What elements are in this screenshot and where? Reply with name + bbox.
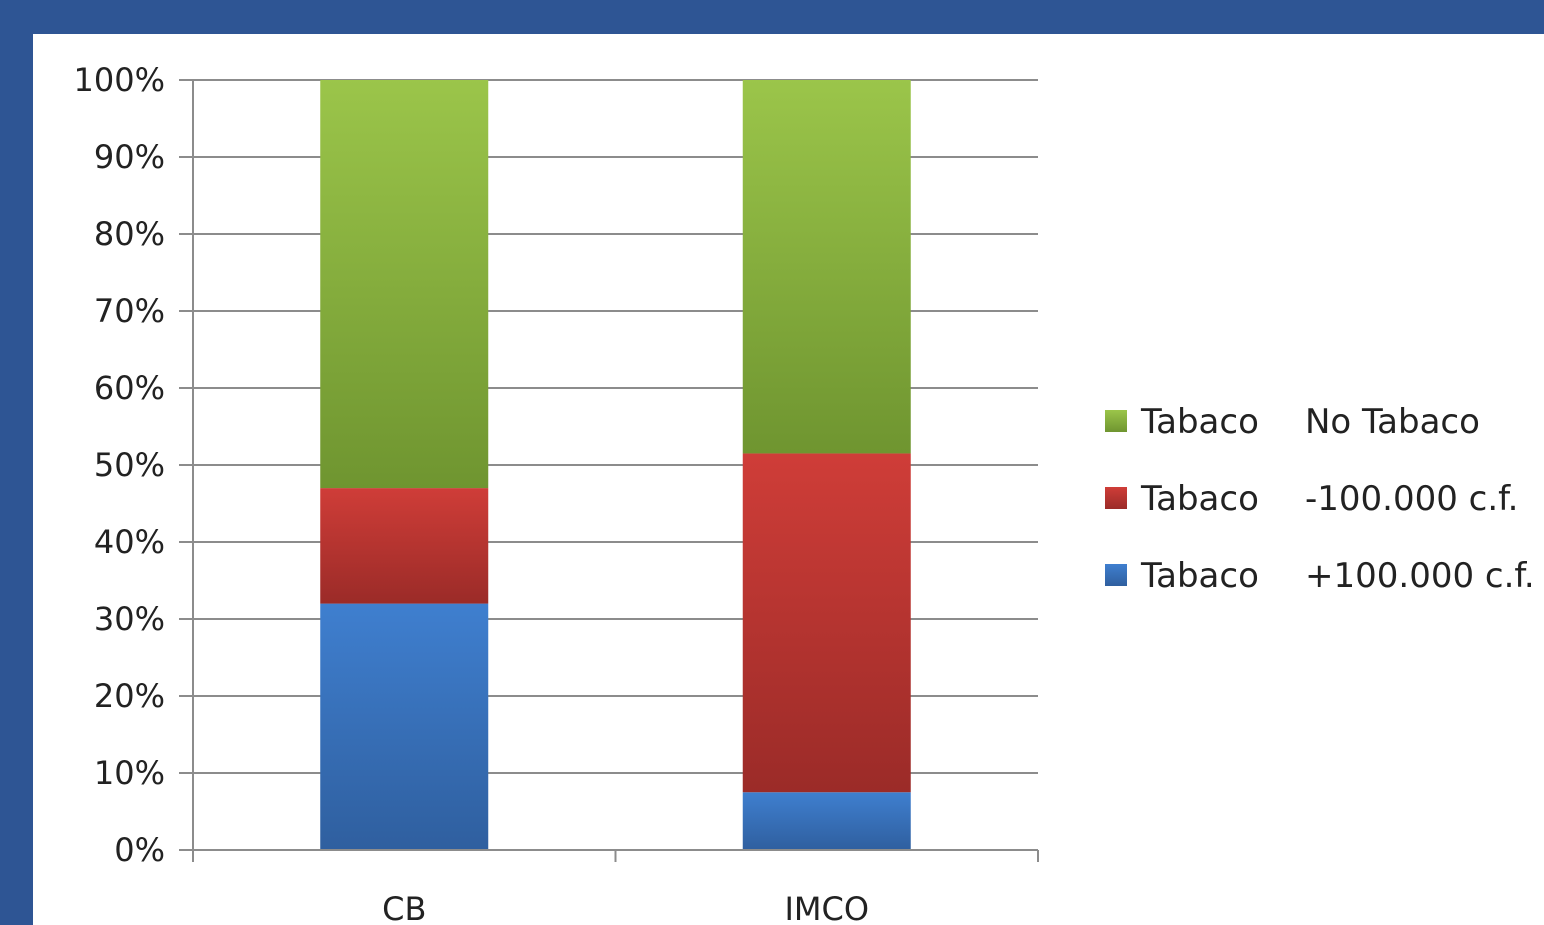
bar-segment xyxy=(320,603,489,850)
y-tick-label: 10% xyxy=(94,754,165,792)
legend-label: No Tabaco xyxy=(1305,402,1480,442)
bar-segment xyxy=(320,488,489,604)
legend-label: +100.000 c.f. xyxy=(1305,556,1535,596)
legend-swatch xyxy=(1105,564,1127,586)
y-tick-label: 30% xyxy=(94,600,165,638)
y-tick-label: 40% xyxy=(94,523,165,561)
y-tick-label: 80% xyxy=(94,215,165,253)
y-tick-label: 50% xyxy=(94,446,165,484)
stacked-bar-chart: 0%10%20%30%40%50%60%70%80%90%100%CB IMCO … xyxy=(74,61,1535,925)
legend-label: Tabaco xyxy=(1140,479,1259,519)
bar-segment xyxy=(742,453,911,793)
x-category-label: IMCO xyxy=(784,890,869,925)
x-category-label: CB xyxy=(382,890,426,925)
y-tick-label: 100% xyxy=(74,61,165,99)
y-tick-label: 20% xyxy=(94,677,165,715)
axes: 0% 10% 20% 30% 40% 50% 60% 70% 80% 90% 100% CB IMCO xyxy=(74,61,1039,925)
y-tick-label: 60% xyxy=(94,369,165,407)
chart-area: 0% 10% 20% 30% 40% 50% 60% 70% 80% 90% 100% CB IMCO … xyxy=(33,34,1544,925)
legend: Tabaco No Tabaco Tabaco -100.000 c.f. Tabaco… xyxy=(1105,402,1535,596)
legend-label: Tabaco xyxy=(1140,402,1259,442)
legend-swatch xyxy=(1105,410,1127,432)
y-tick-label: 90% xyxy=(94,138,165,176)
y-tick-label: 0% xyxy=(114,831,165,869)
bar-segment xyxy=(742,80,911,454)
legend-label: Tabaco xyxy=(1140,556,1259,596)
y-tick-label: 70% xyxy=(94,292,165,330)
bars xyxy=(320,80,911,850)
legend-label: -100.000 c.f. xyxy=(1305,479,1518,519)
legend-swatch xyxy=(1105,487,1127,509)
bar-segment xyxy=(742,792,911,850)
bar-segment xyxy=(320,80,489,489)
